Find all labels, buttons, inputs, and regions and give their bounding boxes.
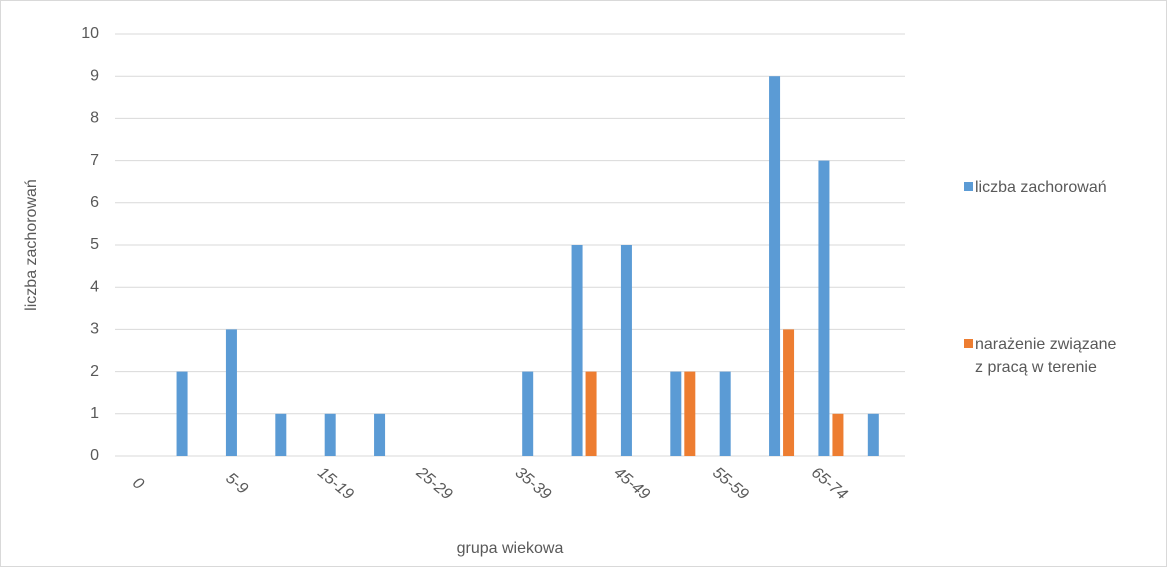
legend-label: liczba zachorowań: [975, 179, 1107, 196]
legend-entry: narażenie związane z pracą w terenie: [964, 333, 1125, 379]
y-tick-label: 9: [90, 67, 99, 84]
bar: [818, 160, 830, 456]
x-tick-label: 15-19: [314, 464, 356, 503]
y-tick-label: 8: [90, 110, 99, 127]
y-tick-label: 4: [90, 278, 99, 295]
bar: [670, 371, 682, 456]
bar: [867, 413, 879, 456]
bar: [783, 329, 795, 456]
x-tick-label: 0: [129, 474, 147, 493]
x-tick-label: 45-49: [610, 464, 652, 503]
bar: [684, 371, 696, 456]
bar: [719, 371, 731, 456]
legend-swatch: [964, 339, 973, 348]
legend-swatch: [964, 182, 973, 191]
x-tick-label: 25-29: [412, 463, 455, 503]
legend-entry: liczba zachorowań: [964, 176, 1125, 199]
y-tick-label: 7: [90, 152, 99, 169]
bar: [522, 371, 534, 456]
y-tick-label: 6: [90, 194, 99, 211]
y-tick-label: 1: [90, 405, 99, 422]
x-axis-title: grupa wiekowa: [457, 540, 564, 557]
bar: [374, 413, 386, 456]
bar: [324, 413, 336, 456]
x-tick-label: 65-74: [808, 464, 850, 503]
bar: [176, 371, 188, 456]
bar: [225, 329, 237, 456]
legend-label: narażenie związane z pracą w terenie: [975, 336, 1117, 376]
y-tick-label: 10: [81, 25, 99, 42]
y-tick-label: 3: [90, 321, 99, 338]
y-tick-label: 2: [90, 363, 99, 380]
x-tick-label: 5-9: [222, 470, 251, 498]
bar: [571, 245, 583, 456]
y-tick-label: 5: [90, 236, 99, 253]
y-tick-label: 0: [90, 447, 99, 464]
bar: [275, 413, 287, 456]
bar: [585, 371, 597, 456]
x-tick-label: 55-59: [709, 464, 751, 503]
y-axis-title: liczba zachorowań: [23, 179, 40, 311]
bar: [832, 413, 844, 456]
x-tick-label: 35-39: [512, 464, 554, 503]
bar: [620, 245, 632, 456]
bar: [769, 76, 781, 456]
